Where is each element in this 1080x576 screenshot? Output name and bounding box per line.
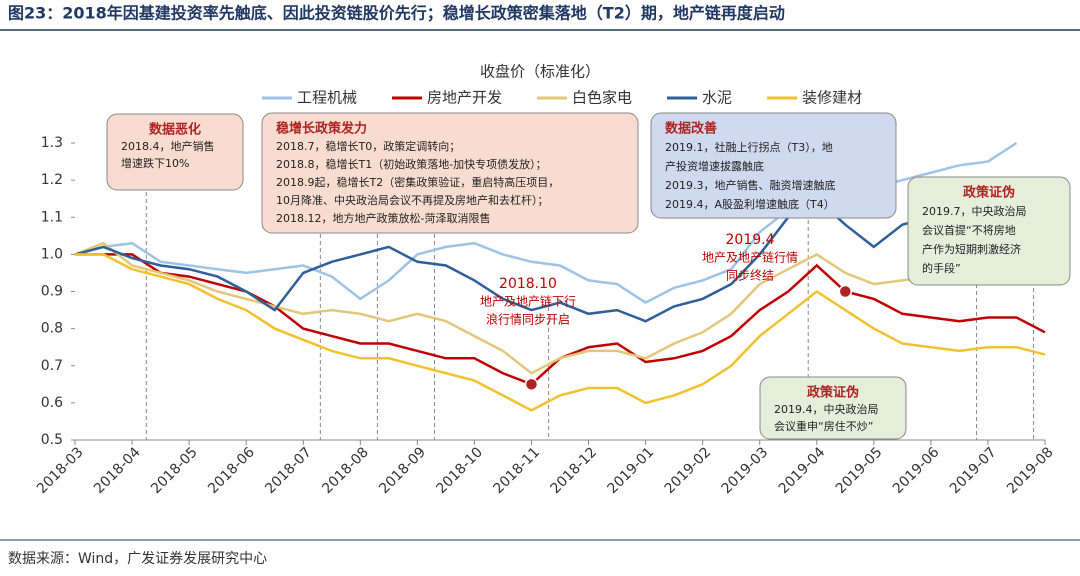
- event-dot: [524, 377, 539, 392]
- y-tick-label: 0.7: [41, 358, 63, 374]
- legend-label: 水泥: [702, 89, 732, 107]
- x-tick-label: 2018-03: [34, 444, 87, 497]
- legend-label: 装修建材: [802, 89, 862, 107]
- x-tick-label: 2018-10: [433, 444, 486, 497]
- annotation-title: 数据恶化: [149, 122, 201, 138]
- header-title: 图23：2018年因基建投资率先触底、因此投资链股价先行；稳增长政策密集落地（T…: [8, 4, 785, 23]
- annotation-box: [650, 112, 897, 219]
- x-tick-label: 2019-03: [719, 444, 772, 497]
- legend-label: 工程机械: [297, 89, 357, 107]
- series-line: [75, 253, 1046, 412]
- annotation-box: [261, 112, 639, 234]
- annotation-line: 2019.7，中央政治局: [922, 204, 1027, 218]
- x-tick-label: 2018-09: [376, 444, 429, 497]
- chart-title: 收盘价（标准化）: [480, 63, 600, 81]
- legend-label: 房地产开发: [427, 89, 502, 107]
- callout-title: 2018.10: [499, 276, 557, 292]
- annotation-line: 的手段”: [922, 261, 961, 275]
- annotation-line: 2019.4，A股盈利增速触底（T4）: [665, 197, 835, 211]
- annotation-line: 2019.3，地产销售、融资增速触底: [665, 178, 836, 192]
- x-tick-label: 2018-05: [148, 444, 201, 497]
- x-tick-label: 2018-08: [319, 444, 372, 497]
- event-dot: [838, 284, 853, 299]
- y-tick-label: 1.1: [41, 209, 63, 225]
- legend-label: 白色家电: [572, 89, 632, 107]
- annotation-line: 2018.12，地方地产政策放松-菏泽取消限售: [276, 211, 490, 225]
- x-tick-label: 2018-04: [91, 444, 144, 497]
- x-tick-label: 2019-04: [776, 444, 829, 497]
- annotation-title: 稳增长政策发力: [276, 121, 367, 137]
- x-tick-label: 2019-01: [605, 444, 658, 497]
- annotation-line: 产作为短期刺激经济: [922, 242, 1021, 256]
- annotation-box: [759, 376, 907, 440]
- annotation-line: 产投资增速拔露触底: [665, 159, 764, 173]
- annotation-line: 2019.4，中央政治局: [774, 402, 879, 416]
- series-line: [74, 197, 1046, 323]
- x-tick-label: 2018-07: [262, 444, 315, 497]
- x-tick-label: 2019-06: [890, 444, 943, 497]
- annotation-box: [106, 113, 244, 191]
- x-tick-label: 2019-02: [662, 444, 715, 497]
- annotation-title: 数据改善: [665, 121, 717, 137]
- y-tick-label: 0.6: [41, 395, 63, 411]
- annotation-line: 增速跌下10%: [121, 156, 189, 170]
- annotation-line: 会议重申“房住不炒”: [774, 419, 873, 433]
- y-tick-label: 0.9: [41, 284, 63, 300]
- x-tick-label: 2019-07: [947, 444, 1000, 497]
- annotation-line: 2018.9起，稳增长T2（密集政策验证，重启特高压项目，: [276, 175, 559, 189]
- x-tick-label: 2019-08: [1004, 444, 1057, 497]
- source: 数据来源：Wind，广发证券发展研究中心: [8, 551, 267, 567]
- annotation-box: [907, 176, 1071, 286]
- x-tick-label: 2018-06: [205, 444, 258, 497]
- x-tick-label: 2018-11: [490, 444, 543, 497]
- y-tick-label: 1.0: [41, 246, 63, 262]
- annotation-title: 政策证伪: [807, 385, 859, 401]
- annotation-line: 10月降准、中央政治局会议不再提及房地产和去杠杆）；: [276, 193, 549, 207]
- callout-title: 2019.4: [726, 232, 775, 248]
- callout-line: 地产及地产链行情: [702, 250, 798, 265]
- annotation-line: 2018.8，稳增长T1（初始政策落地-加快专项债发放）；: [276, 157, 547, 171]
- callout-line: 地产及地产链下行: [480, 294, 576, 309]
- annotation-line: 会议首提“不将房地: [922, 223, 1016, 237]
- x-tick-label: 2019-05: [833, 444, 886, 497]
- y-tick-label: 1.3: [41, 135, 63, 151]
- callout-line: 浪行情同步开启: [486, 312, 570, 327]
- annotation-line: 2019.1，社融上行拐点（T3），地: [665, 140, 833, 154]
- x-tick-label: 2018-12: [548, 444, 601, 497]
- annotation-line: 2018.7，稳增长T0，政策定调转向；: [276, 139, 460, 153]
- annotation-title: 政策证伪: [963, 185, 1015, 201]
- y-tick-label: 0.8: [41, 321, 63, 337]
- y-tick-label: 1.2: [41, 172, 63, 188]
- annotation-line: 2018.4，地产销售: [121, 139, 215, 153]
- series-line: [74, 241, 1046, 375]
- callout-line: 同步终结: [726, 268, 774, 283]
- y-tick-label: 0.5: [41, 432, 63, 448]
